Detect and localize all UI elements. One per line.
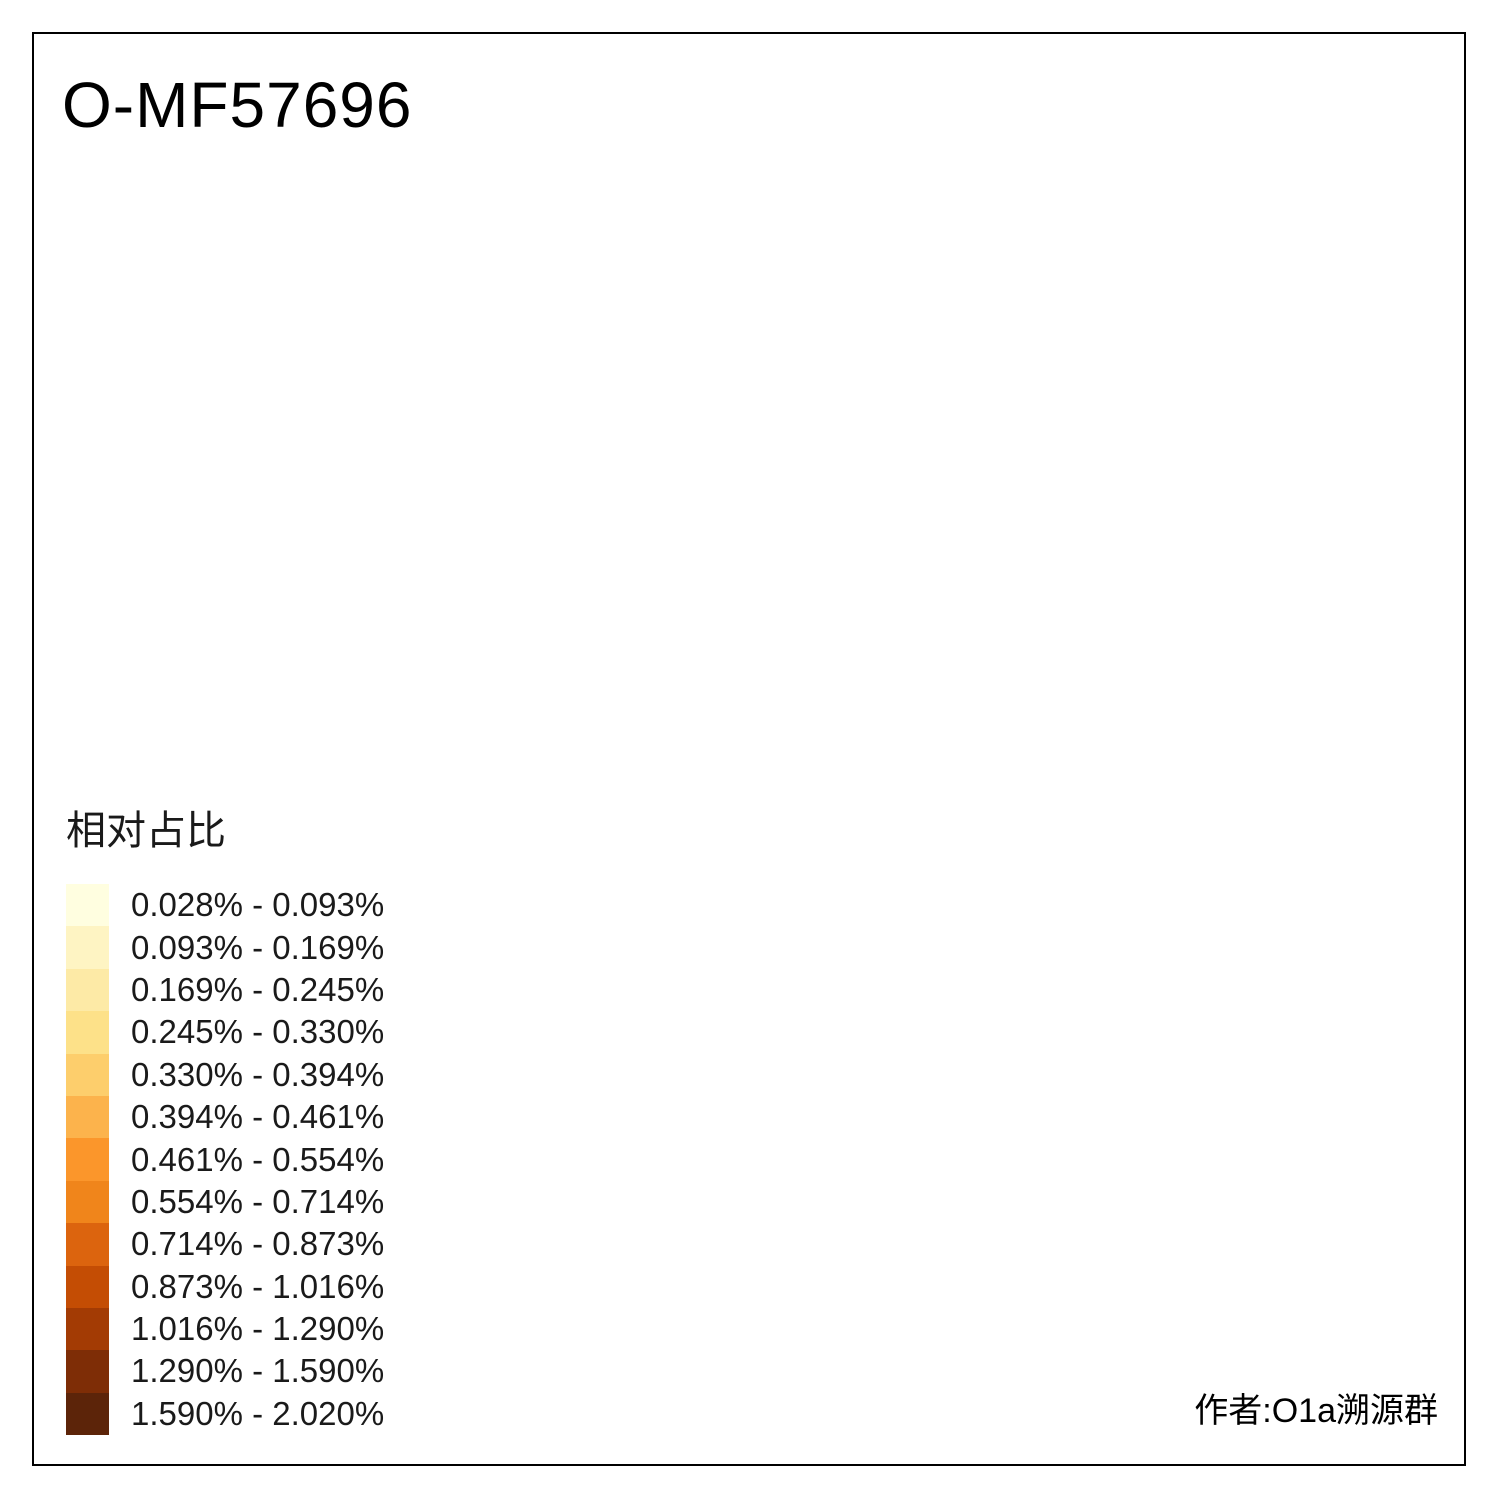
legend-row: 1.016% - 1.290%	[66, 1307, 385, 1351]
legend-class-label: 1.590% - 2.020%	[131, 1394, 385, 1432]
legend-swatch	[66, 1307, 109, 1351]
legend-swatch	[66, 926, 109, 969]
legend-class-label: 1.290% - 1.590%	[131, 1352, 385, 1390]
legend-swatch	[66, 1138, 109, 1181]
legend-swatch	[66, 884, 109, 927]
legend-swatch	[66, 968, 109, 1012]
legend-row: 1.290% - 1.590%	[66, 1350, 385, 1393]
legend-row: 0.245% - 0.330%	[66, 1011, 385, 1054]
legend-row: 0.554% - 0.714%	[66, 1180, 385, 1224]
legend-class-label: 0.169% - 0.245%	[131, 970, 385, 1008]
legend-class-label: 0.245% - 0.330%	[131, 1013, 385, 1051]
legend-row: 0.028% - 0.093%	[66, 884, 385, 927]
legend-class-label: 0.554% - 0.714%	[131, 1182, 385, 1220]
legend-rows: 0.028% - 0.093% 0.093% - 0.169% 0.169% - 0…	[66, 884, 385, 1436]
legend: 相对占比 0.028% - 0.093% 0.093% - 0.169% 0.169…	[66, 798, 385, 1436]
page-title: O-MF57696	[62, 69, 413, 141]
legend-title: 相对占比	[66, 809, 226, 853]
legend-class-label: 0.394% - 0.461%	[131, 1098, 385, 1136]
legend-swatch	[66, 1265, 109, 1308]
legend-class-label: 0.714% - 0.873%	[131, 1225, 385, 1263]
legend-swatch	[66, 1011, 109, 1054]
legend-row: 0.714% - 0.873%	[66, 1223, 385, 1266]
legend-class-label: 1.016% - 1.290%	[131, 1310, 385, 1348]
legend-class-label: 0.330% - 0.394%	[131, 1055, 385, 1093]
legend-row: 0.169% - 0.245%	[66, 968, 385, 1012]
legend-swatch	[66, 1095, 109, 1139]
legend-row: 0.093% - 0.169%	[66, 926, 385, 969]
legend-row: 0.461% - 0.554%	[66, 1138, 385, 1181]
legend-row: 1.590% - 2.020%	[66, 1392, 385, 1436]
plot-frame	[32, 32, 1466, 1466]
legend-swatch	[66, 1223, 109, 1266]
legend-class-label: 0.028% - 0.093%	[131, 886, 385, 924]
legend-row: 0.873% - 1.016%	[66, 1265, 385, 1308]
legend-swatch	[66, 1180, 109, 1224]
legend-row: 0.330% - 0.394%	[66, 1053, 385, 1096]
legend-swatch	[66, 1350, 109, 1393]
legend-row: 0.394% - 0.461%	[66, 1095, 385, 1139]
legend-class-label: 0.461% - 0.554%	[131, 1140, 385, 1178]
legend-swatch	[66, 1053, 109, 1096]
legend-swatch	[66, 1392, 109, 1436]
legend-class-label: 0.093% - 0.169%	[131, 928, 385, 966]
legend-class-label: 0.873% - 1.016%	[131, 1267, 385, 1305]
attribution-text: 作者:O1a溯源群	[1194, 1392, 1438, 1430]
